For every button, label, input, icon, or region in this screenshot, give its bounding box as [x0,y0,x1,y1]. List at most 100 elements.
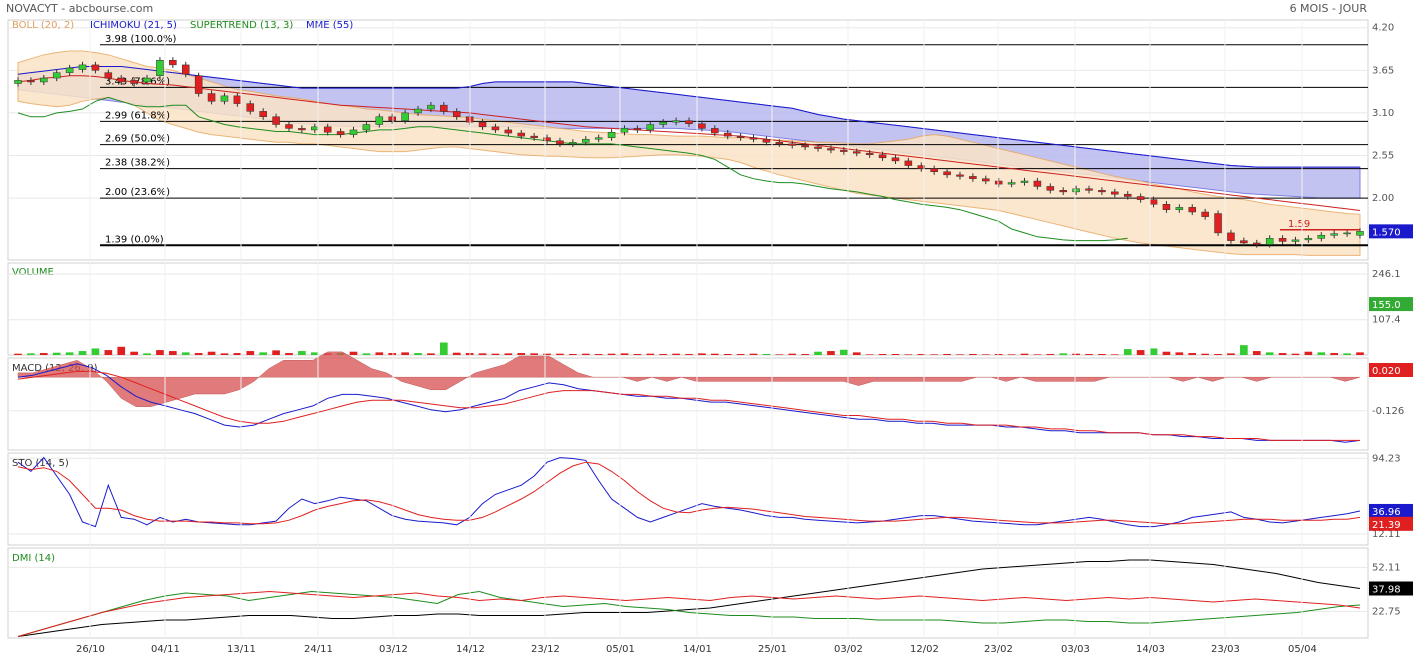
legend-item-3: MME (55) [306,20,353,31]
macd-tick-0: -0.126 [1372,406,1404,417]
volume-bar [788,353,797,355]
candle [1149,199,1158,205]
candle [982,178,990,182]
price-tick-3: 2.55 [1372,150,1394,161]
candle [852,151,861,154]
volume-bar [878,354,887,355]
candle [233,95,242,104]
legend-item-0: BOLL (20, 2) [12,20,74,31]
sto-tick-1: 12.11 [1372,529,1401,540]
candle [1291,239,1300,242]
volume-bar [207,351,216,355]
candle [633,128,642,131]
candle [543,137,551,142]
x-tick-label: 12/02 [910,644,939,655]
last-price-box-bg [1369,224,1413,239]
volume-last-box: 155.0 [1372,300,1401,311]
candle [388,116,396,121]
fib-label-5: 2.00 (23.6%) [105,187,170,198]
candle [298,128,306,131]
candle [130,80,138,84]
candle [1356,231,1364,236]
candle [27,80,35,83]
x-tick-label: 05/04 [1288,644,1317,655]
candle [517,132,526,137]
candle [723,132,732,137]
volume-bar [298,351,306,355]
candle [930,168,938,172]
candle [749,137,758,140]
dmi-panel-frame [7,547,1369,639]
candle [1033,180,1042,187]
volume-bar [91,348,100,355]
candle [78,64,87,70]
volume-bar [698,353,706,355]
sto-tick-0: 94.23 [1372,453,1401,464]
candle [156,60,164,76]
volume-bar [775,354,784,355]
volume-bar [272,350,280,355]
volume-bar [633,354,642,355]
legend-item-1: ICHIMOKU (21, 5) [90,20,177,31]
volume-bar [439,342,448,355]
candle [814,146,822,149]
candle [556,140,564,145]
sto-d-line [17,461,1361,525]
candle [878,154,887,159]
volume-bar [891,354,900,355]
candle [65,67,74,73]
volume-bar [1188,353,1197,355]
sto-k-box-bg [1369,503,1413,518]
candle [994,180,1003,185]
candle [1201,211,1209,217]
candle [1059,190,1067,193]
dmi-plus-line [17,590,1361,637]
volume-bar [956,354,964,355]
period-label: 6 MOIS - JOUR [1289,2,1367,15]
candle [14,80,22,84]
ichimoku-line [17,66,1360,168]
volume-bar [710,353,719,355]
candle [1214,213,1222,234]
sto-label: STO (14, 5) [12,458,69,469]
candle [427,104,435,110]
volume-bar [143,353,151,355]
candle [1240,240,1248,244]
candle [659,121,667,125]
volume-bar [1278,353,1287,355]
sto-k-box: 36.96 [1372,507,1401,518]
candle [1175,207,1184,210]
volume-bar [943,354,951,355]
fib-label-3: 2.69 (50.0%) [105,134,170,145]
volume-bar [117,346,126,355]
x-tick-label: 03/12 [379,644,408,655]
volume-bar [620,353,629,355]
candle [207,93,216,102]
candle [40,77,48,83]
volume-bar [801,354,809,355]
volume-bar [375,352,384,355]
volume-bar [917,354,926,355]
volume-bar [969,354,977,355]
legend-item-2: SUPERTREND (13, 3) [190,20,293,31]
volume-bar [1072,353,1080,355]
candle [904,160,913,166]
candle [917,165,926,169]
volume-bar [659,354,668,355]
volume-last-box-bg [1369,297,1413,312]
volume-bar [233,353,242,355]
volume-bar [156,350,164,355]
candle [594,137,603,140]
dmi-minus-line [17,590,1361,637]
candle [711,128,719,134]
volume-bar [814,351,822,355]
volume-bar [427,353,435,355]
volume-bar [181,352,190,355]
candle [491,126,500,131]
candle [788,143,796,146]
macd-last-box-bg [1369,363,1413,377]
x-tick-label: 23/02 [984,644,1013,655]
candle [1317,234,1326,239]
volume-bar [14,353,22,355]
candle [504,129,513,134]
